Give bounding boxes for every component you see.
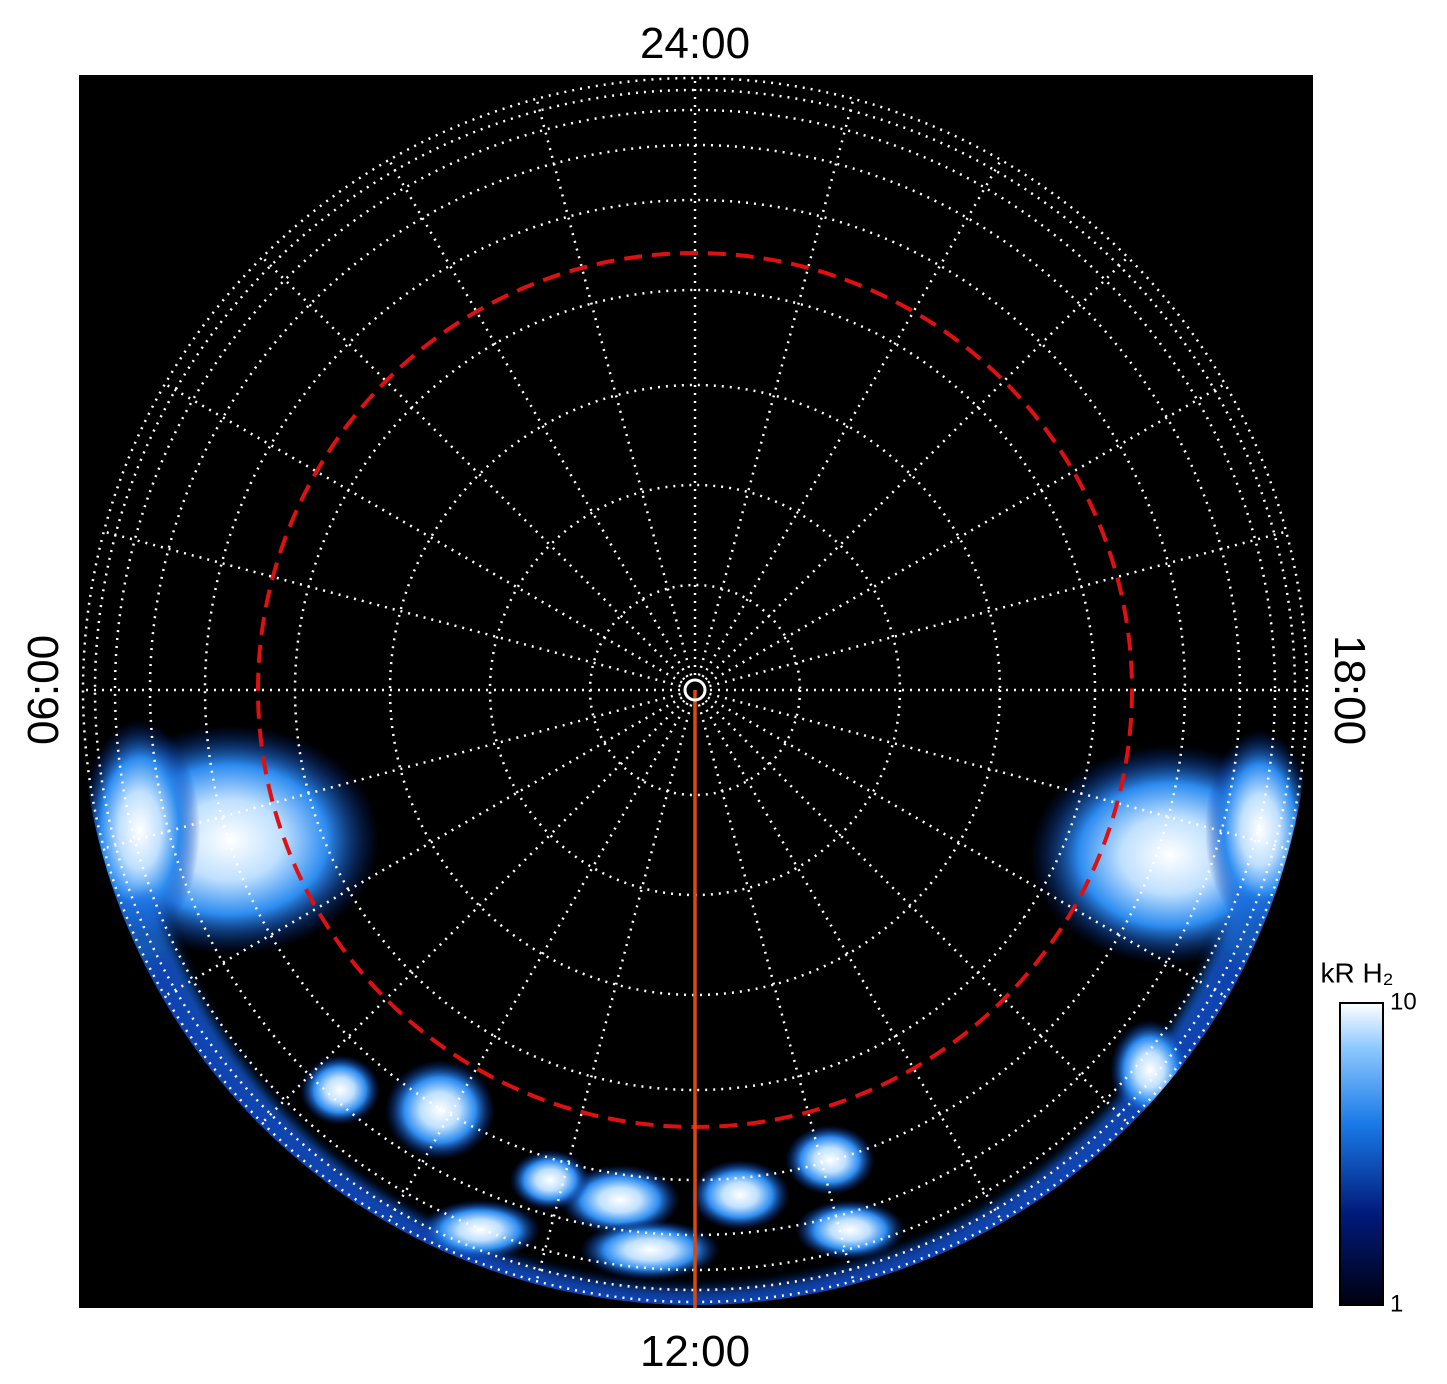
grid-spoke <box>95 692 681 852</box>
grid-spoke <box>533 704 693 1290</box>
grid-spoke <box>709 692 1295 852</box>
colorbar-tick-label: 1 <box>1390 1290 1403 1317</box>
colorbar <box>1339 1002 1384 1306</box>
grid-spoke <box>95 528 681 688</box>
grid-spoke <box>697 90 857 676</box>
grid-spoke <box>707 696 1233 1002</box>
grid-spoke <box>533 90 693 676</box>
colorbar-tick-label: 10 <box>1390 988 1417 1015</box>
pole-marker <box>683 678 707 702</box>
grid-spoke <box>704 699 1135 1130</box>
grid-spoke <box>704 250 1135 681</box>
grid-spoke <box>157 378 683 684</box>
grid-spoke <box>255 699 686 1130</box>
grid-spoke <box>157 696 683 1002</box>
grid-spoke <box>383 152 689 678</box>
time-label-left: 06:00 <box>19 635 68 745</box>
grid-spoke <box>701 152 1007 678</box>
time-label-top: 24:00 <box>640 19 750 68</box>
grid-spoke <box>697 704 857 1290</box>
grid-spoke <box>709 528 1295 688</box>
colorbar-label: kR H₂ <box>1320 957 1393 988</box>
time-label-bottom: 12:00 <box>640 1327 750 1376</box>
grid-spoke <box>383 702 689 1228</box>
grid-spoke <box>707 378 1233 684</box>
grid-circle <box>113 108 1277 1272</box>
grid-spoke <box>255 250 686 681</box>
time-label-right: 18:00 <box>1325 635 1374 745</box>
grid-spoke <box>701 702 1007 1228</box>
